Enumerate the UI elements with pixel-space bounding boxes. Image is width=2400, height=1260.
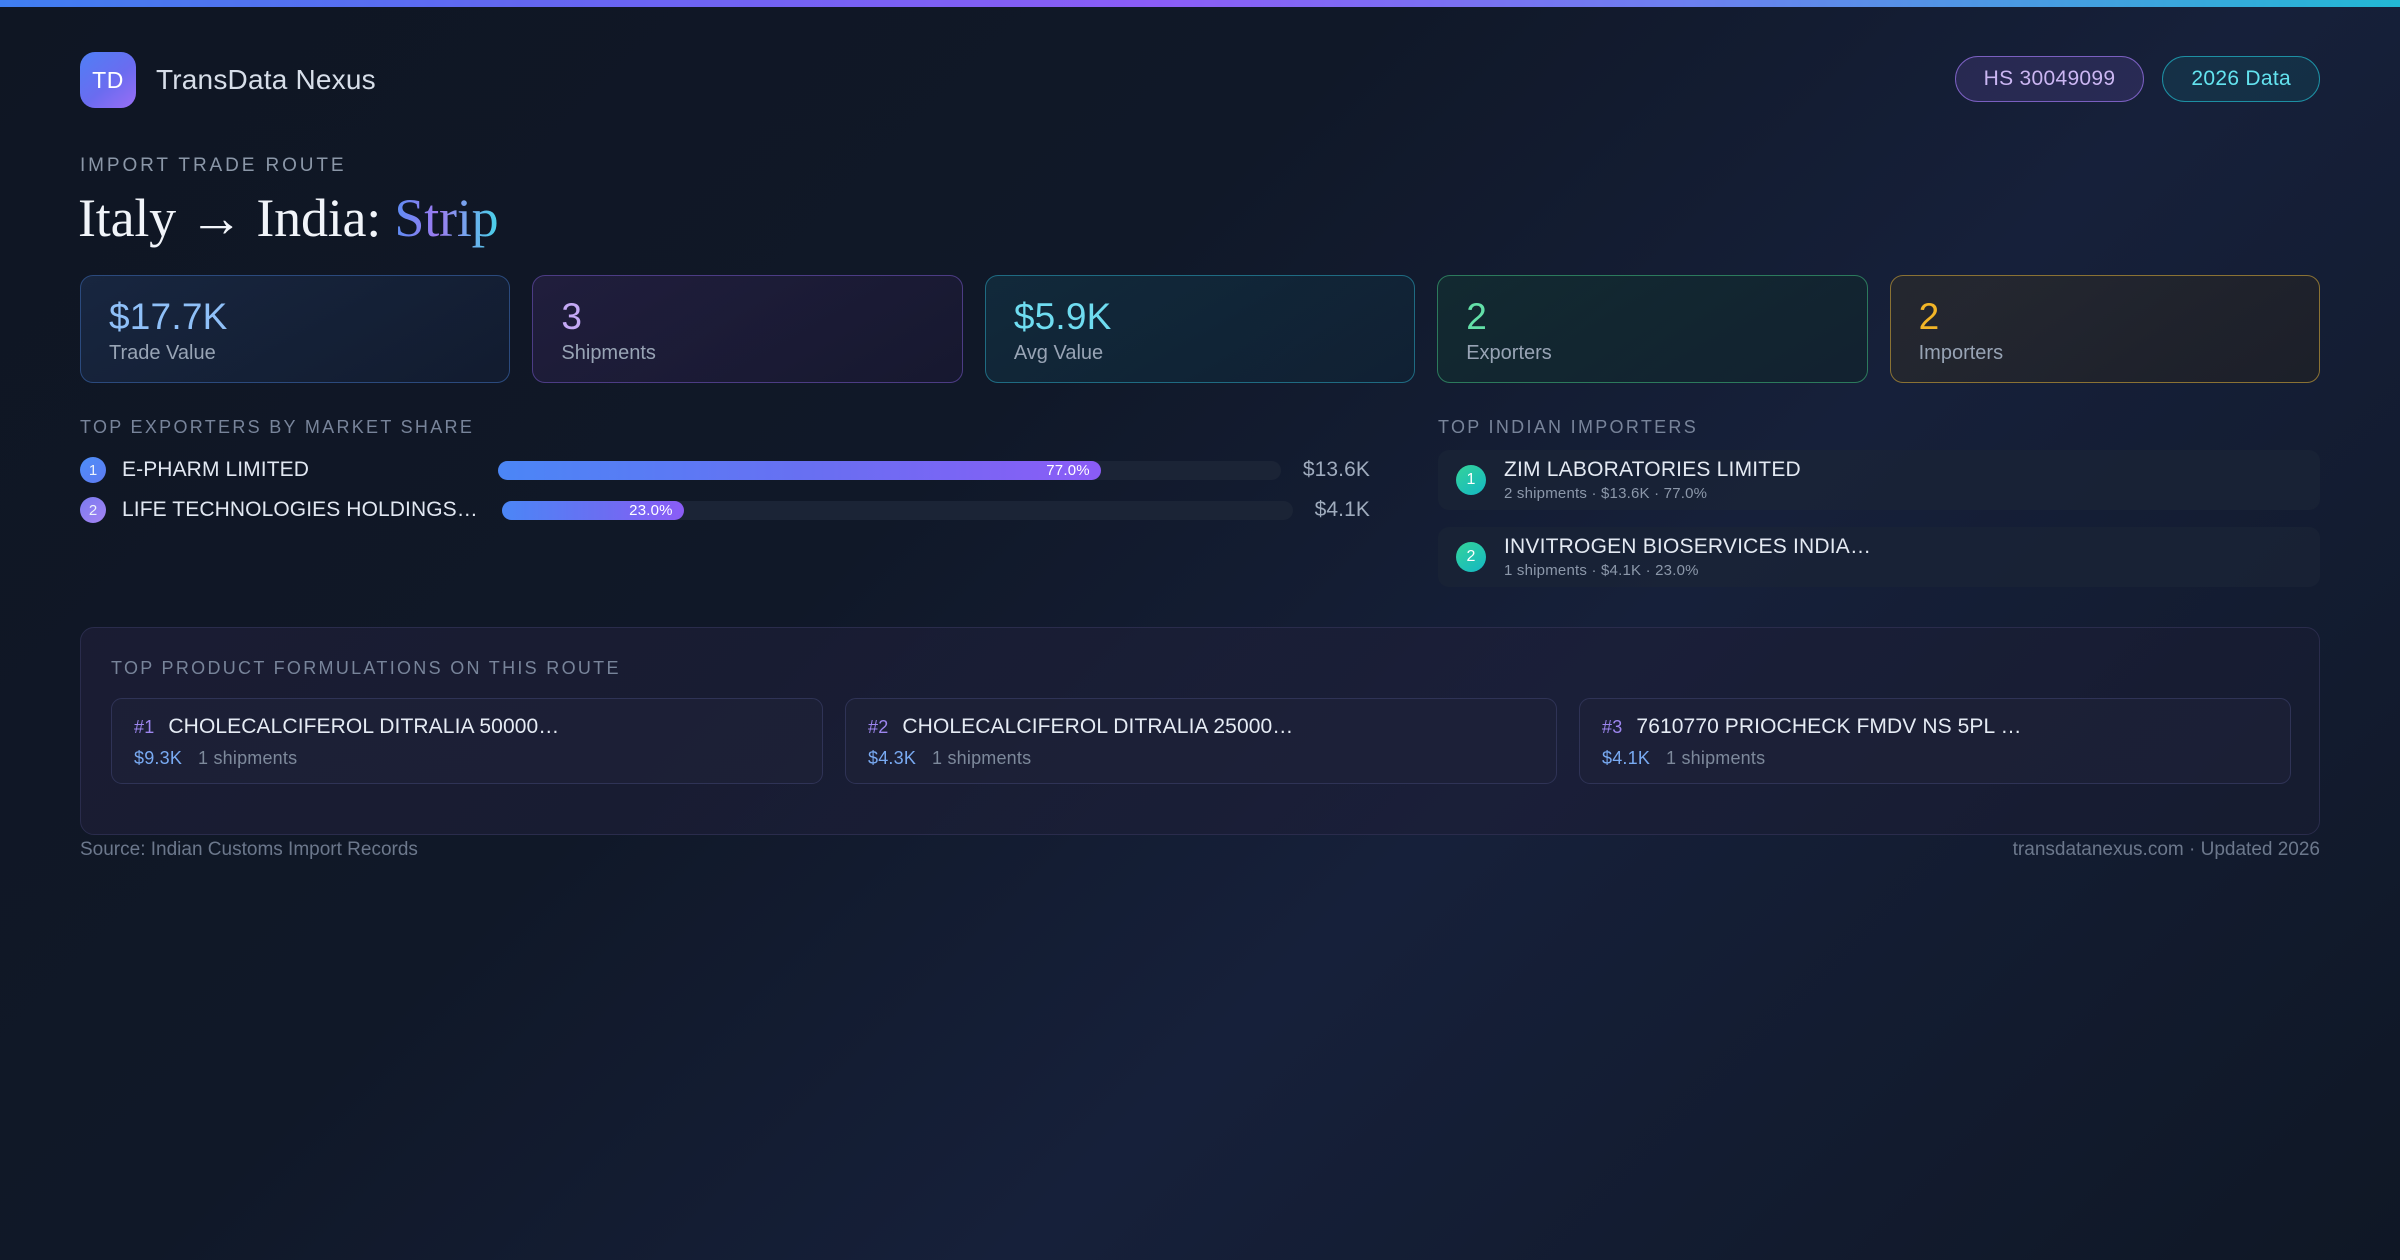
product-shipments: 1 shipments bbox=[1666, 748, 1766, 768]
product-shipments: 1 shipments bbox=[932, 748, 1032, 768]
product-card-top: #3 7610770 PRIOCHECK FMDV NS 5PL … bbox=[1602, 715, 2268, 739]
stat-card-exporters[interactable]: 2 Exporters bbox=[1437, 275, 1868, 383]
brand[interactable]: TD TransData Nexus bbox=[80, 52, 376, 108]
product-card-bottom: $4.1K 1 shipments bbox=[1602, 748, 2268, 769]
rank-badge: 2 bbox=[80, 497, 106, 523]
stat-card-trade-value[interactable]: $17.7K Trade Value bbox=[80, 275, 511, 383]
data-year-badge[interactable]: 2026 Data bbox=[2162, 56, 2320, 102]
rank-badge: 1 bbox=[1456, 465, 1486, 495]
route-highlight: Strip bbox=[394, 188, 499, 248]
stat-card-avg-value[interactable]: $5.9K Avg Value bbox=[984, 275, 1416, 383]
product-value: $9.3K bbox=[134, 748, 183, 768]
bar-fill: 77.0% bbox=[498, 460, 1101, 480]
stat-card-shipments[interactable]: 3 Shipments bbox=[532, 275, 963, 383]
stat-label: Exporters bbox=[1466, 342, 1552, 364]
rank-badge: 2 bbox=[1456, 542, 1486, 572]
footer: Source: Indian Customs Import Records tr… bbox=[80, 839, 2320, 867]
importers-section-label: TOP INDIAN IMPORTERS bbox=[1438, 417, 1699, 437]
bar-percent-label: 77.0% bbox=[1046, 461, 1090, 479]
top-accent-bar bbox=[0, 0, 2400, 7]
header-badges: HS 30049099 2026 Data bbox=[1954, 56, 2320, 102]
exporter-name: E-PHARM LIMITED bbox=[122, 458, 310, 481]
exporter-value: $4.1K bbox=[1314, 498, 1370, 521]
importer-text: ZIM LABORATORIES LIMITED 2 shipments · $… bbox=[1504, 458, 1801, 502]
product-cards: #1 CHOLECALCIFEROL DITRALIA 50000… $9.3K… bbox=[111, 698, 2291, 784]
importer-row[interactable]: 1 ZIM LABORATORIES LIMITED 2 shipments ·… bbox=[1438, 450, 2320, 510]
footer-meta: transdatanexus.com · Updated 2026 bbox=[2012, 839, 2320, 860]
product-card[interactable]: #1 CHOLECALCIFEROL DITRALIA 50000… $9.3K… bbox=[111, 698, 823, 784]
exporter-value: $13.6K bbox=[1302, 458, 1370, 481]
bar-track: 77.0% bbox=[498, 460, 1281, 480]
product-value: $4.3K bbox=[868, 748, 917, 768]
route-origin-dest: Italy → India: bbox=[78, 188, 395, 248]
product-rank: #1 bbox=[134, 717, 155, 737]
stat-value: 3 bbox=[561, 296, 583, 337]
importer-row[interactable]: 2 INVITROGEN BIOSERVICES INDIA… 1 shipme… bbox=[1438, 527, 2320, 587]
eyebrow-label: IMPORT TRADE ROUTE bbox=[80, 155, 347, 176]
stat-label: Trade Value bbox=[109, 342, 216, 364]
product-card[interactable]: #3 7610770 PRIOCHECK FMDV NS 5PL … $4.1K… bbox=[1579, 698, 2291, 784]
header: TD TransData Nexus HS 30049099 2026 Data bbox=[80, 52, 2320, 114]
importer-name: INVITROGEN BIOSERVICES INDIA… bbox=[1504, 535, 1872, 558]
product-card-bottom: $4.3K 1 shipments bbox=[868, 748, 1534, 769]
bar-percent-label: 23.0% bbox=[629, 501, 673, 519]
brand-name: TransData Nexus bbox=[156, 64, 376, 95]
stat-value: $17.7K bbox=[109, 296, 228, 337]
product-name: 7610770 PRIOCHECK FMDV NS 5PL … bbox=[1636, 715, 2022, 738]
importer-name: ZIM LABORATORIES LIMITED bbox=[1504, 458, 1801, 481]
stat-card-importers[interactable]: 2 Importers bbox=[1889, 275, 2321, 383]
product-card-top: #1 CHOLECALCIFEROL DITRALIA 50000… bbox=[134, 715, 800, 739]
product-shipments: 1 shipments bbox=[198, 748, 298, 768]
importer-text: INVITROGEN BIOSERVICES INDIA… 1 shipment… bbox=[1504, 535, 1871, 579]
importer-meta: 1 shipments · $4.1K · 23.0% bbox=[1504, 562, 1699, 579]
stat-label: Avg Value bbox=[1013, 342, 1104, 364]
product-card[interactable]: #2 CHOLECALCIFEROL DITRALIA 25000… $4.3K… bbox=[845, 698, 1557, 784]
product-value: $4.1K bbox=[1602, 748, 1651, 768]
product-card-bottom: $9.3K 1 shipments bbox=[134, 748, 800, 769]
exporter-row[interactable]: 1 E-PHARM LIMITED 77.0% $13.6K bbox=[80, 451, 1370, 489]
page-title: Italy → India: Strip bbox=[78, 187, 499, 249]
product-name: CHOLECALCIFEROL DITRALIA 25000… bbox=[902, 715, 1294, 738]
bar-track: 23.0% bbox=[501, 500, 1293, 520]
footer-source: Source: Indian Customs Import Records bbox=[80, 839, 418, 860]
hs-code-badge[interactable]: HS 30049099 bbox=[1954, 56, 2145, 102]
exporters-section-label: TOP EXPORTERS BY MARKET SHARE bbox=[80, 417, 475, 437]
stat-label: Shipments bbox=[561, 342, 656, 364]
product-rank: #3 bbox=[1602, 717, 1623, 737]
stat-value: $5.9K bbox=[1013, 296, 1112, 337]
dashboard-page: TD TransData Nexus HS 30049099 2026 Data… bbox=[0, 7, 2400, 1260]
stat-value: 2 bbox=[1918, 296, 1940, 337]
product-name: CHOLECALCIFEROL DITRALIA 50000… bbox=[168, 715, 560, 738]
bar-fill: 23.0% bbox=[501, 500, 684, 520]
brand-logo-icon: TD bbox=[80, 52, 136, 108]
product-rank: #2 bbox=[868, 717, 889, 737]
products-panel: TOP PRODUCT FORMULATIONS ON THIS ROUTE #… bbox=[80, 627, 2320, 835]
product-card-top: #2 CHOLECALCIFEROL DITRALIA 25000… bbox=[868, 715, 1534, 739]
products-section-label: TOP PRODUCT FORMULATIONS ON THIS ROUTE bbox=[111, 658, 621, 678]
importer-meta: 2 shipments · $13.6K · 77.0% bbox=[1504, 485, 1708, 502]
stat-value: 2 bbox=[1466, 296, 1487, 337]
exporter-row[interactable]: 2 LIFE TECHNOLOGIES HOLDINGS… 23.0% $4.1… bbox=[80, 491, 1370, 529]
stat-label: Importers bbox=[1918, 342, 2004, 364]
exporter-name: LIFE TECHNOLOGIES HOLDINGS… bbox=[122, 498, 478, 521]
rank-badge: 1 bbox=[80, 457, 106, 483]
stat-cards: $17.7K Trade Value 3 Shipments $5.9K Avg… bbox=[80, 275, 2321, 383]
